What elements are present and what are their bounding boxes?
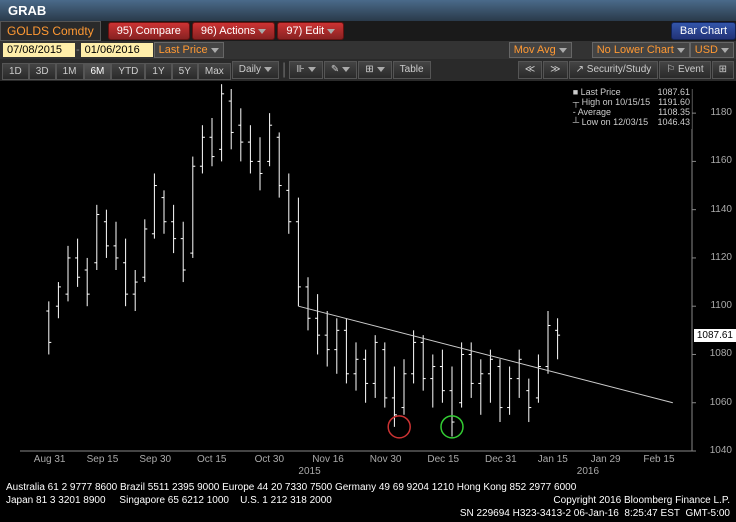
xaxis-tick: Oct 15 (197, 454, 226, 465)
timeframe-1y[interactable]: 1Y (145, 63, 171, 80)
draw-tool-icon[interactable]: ✎ (324, 61, 357, 79)
last-price-tag: 1087.61 (694, 329, 736, 342)
timeframe-5y[interactable]: 5Y (172, 63, 198, 80)
chevron-down-icon (721, 48, 729, 53)
edit-button[interactable]: 97) Edit (277, 22, 344, 40)
footer-contacts: Australia 61 2 9777 8600 Brazil 5511 239… (0, 479, 736, 522)
lower-chart-select[interactable]: No Lower Chart (592, 42, 690, 58)
compare-button[interactable]: 95) Compare (108, 22, 190, 40)
timeframe-3d[interactable]: 3D (29, 63, 56, 80)
yaxis-tick: 1180 (710, 107, 732, 118)
price-chart (0, 81, 736, 479)
annotation-tool-icon[interactable]: ⊞ (358, 61, 391, 79)
chart-style-icon[interactable]: ⊪ (289, 61, 323, 79)
xaxis-tick: Nov 16 (312, 454, 344, 465)
chevron-down-icon (211, 48, 219, 53)
timeframe-1d[interactable]: 1D (2, 63, 29, 80)
table-button[interactable]: Table (393, 61, 431, 79)
chart-legend: ■ Last Price1087.61┬ High on 10/15/15119… (571, 85, 692, 129)
yaxis-tick: 1080 (710, 348, 732, 359)
xaxis-tick: Oct 30 (255, 454, 284, 465)
timeframe-toolbar: 1D3D1M6MYTD1Y5YMax Daily | ⊪ ✎ ⊞ Table ≪… (0, 59, 736, 81)
timeframe-max[interactable]: Max (198, 63, 231, 80)
timeframe-1m[interactable]: 1M (56, 63, 84, 80)
yaxis-tick: 1120 (710, 252, 732, 263)
chevron-down-icon (264, 67, 272, 72)
timeframe-ytd[interactable]: YTD (111, 63, 145, 80)
window-title: GRAB (0, 0, 736, 21)
yaxis-tick: 1100 (710, 300, 732, 311)
header-row-1: GOLDS Comdty 95) Compare 96) Actions 97)… (0, 21, 736, 41)
yaxis-tick: 1060 (710, 397, 732, 408)
yaxis-tick: 1160 (710, 155, 732, 166)
date-from-input[interactable] (3, 43, 75, 57)
interval-select[interactable]: Daily (232, 61, 279, 79)
chart-area[interactable]: ■ Last Price1087.61┬ High on 10/15/15119… (0, 81, 736, 479)
xaxis-tick: Feb 15 (643, 454, 674, 465)
share-icon[interactable]: ≫ (543, 61, 567, 79)
xaxis-tick: Dec 15 (427, 454, 459, 465)
price-select[interactable]: Last Price (154, 42, 224, 58)
ticker-symbol[interactable]: GOLDS Comdty (0, 21, 101, 41)
chevron-down-icon (677, 48, 685, 53)
chevron-down-icon (559, 48, 567, 53)
xaxis-tick: Jan 15 (538, 454, 568, 465)
nav-prev-icon[interactable]: ≪ (518, 61, 542, 79)
chart-type-label[interactable]: Bar Chart (671, 22, 736, 40)
yaxis-tick: 1040 (710, 445, 732, 456)
actions-button[interactable]: 96) Actions (192, 22, 275, 40)
yaxis-tick: 1140 (710, 204, 732, 215)
xaxis-tick: Jan 29 (591, 454, 621, 465)
currency-select[interactable]: USD (690, 42, 734, 58)
security-study-button[interactable]: ↗ Security/Study (569, 61, 659, 79)
xaxis-tick: Dec 31 (485, 454, 517, 465)
settings-icon[interactable]: ⊞ (712, 61, 734, 79)
header-row-2: - Last Price Mov Avg No Lower Chart USD (0, 41, 736, 59)
event-button[interactable]: ⚐ Event (659, 61, 710, 79)
xaxis-tick: Nov 30 (370, 454, 402, 465)
chevron-down-icon (258, 29, 266, 34)
xaxis-tick: Sep 15 (87, 454, 119, 465)
xaxis-tick: Aug 31 (34, 454, 66, 465)
xaxis-tick: Sep 30 (139, 454, 171, 465)
movavg-select[interactable]: Mov Avg (509, 42, 572, 58)
timeframe-6m[interactable]: 6M (84, 63, 112, 80)
chevron-down-icon (327, 29, 335, 34)
date-to-input[interactable] (81, 43, 153, 57)
